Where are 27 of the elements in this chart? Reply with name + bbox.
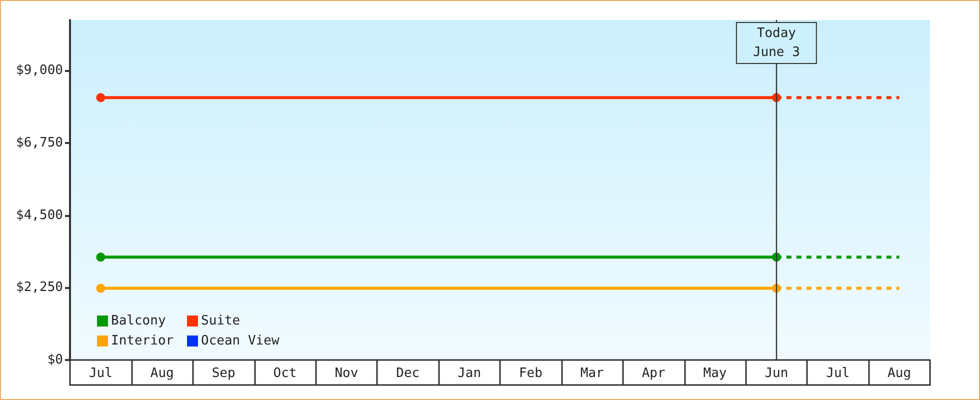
y-tick-label: $9,000 (16, 63, 63, 78)
legend-label: Interior (111, 334, 174, 348)
x-tick-label: Oct (273, 366, 297, 381)
x-tick-label: Nov (334, 366, 358, 381)
x-tick-label: Jun (764, 366, 788, 381)
legend-label: Suite (201, 314, 240, 328)
point (96, 252, 106, 262)
x-tick-label: Aug (150, 366, 174, 381)
x-tick-label: Dec (396, 366, 420, 381)
x-tick-label: Apr (642, 366, 666, 381)
legend-label: Ocean View (201, 334, 280, 348)
x-tick-label: Jul (88, 366, 112, 381)
point (96, 284, 106, 293)
y-tick-label: $2,250 (16, 280, 63, 296)
ref-line-label: Today June 3 (752, 26, 800, 60)
y-tick-label: $6,750 (16, 135, 63, 150)
y-tick-label: $4,500 (16, 208, 63, 223)
x-tick-label: Sep (212, 366, 236, 381)
x-tick-label: Aug (888, 366, 912, 381)
y-tick-label: $0 (47, 352, 63, 368)
x-tick-label: Mar (580, 366, 604, 381)
x-tick-label: May (703, 366, 727, 381)
legend-label: Balcony (111, 314, 166, 328)
x-tick-label: Jul (826, 366, 850, 381)
x-tick-label: Jan (458, 366, 482, 381)
point (96, 93, 106, 102)
x-tick-label: Feb (518, 366, 543, 381)
